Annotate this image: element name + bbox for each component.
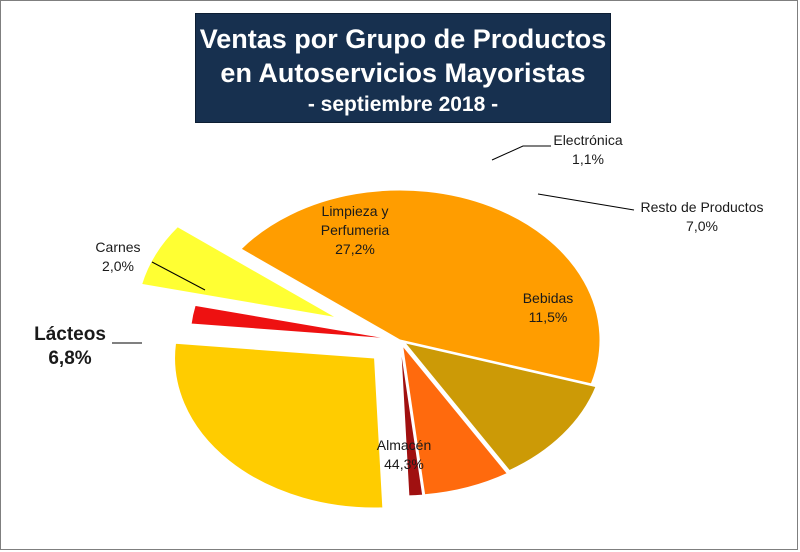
pie-slice-resto-de-productos <box>401 343 509 496</box>
chart-title-line2: en Autoservicios Mayoristas <box>220 58 586 88</box>
leader-line <box>491 145 551 161</box>
pie-slice-carnes <box>190 304 391 340</box>
slice-label: Electrónica 1,1% <box>553 132 622 167</box>
slice-label: Resto de Productos 7,0% <box>641 199 764 234</box>
pie-slice-bebidas <box>403 341 597 472</box>
pie-slice-limpieza-y-perfumeria <box>174 342 384 509</box>
slice-label: Almacén 44,3% <box>377 437 431 472</box>
slice-label: Bebidas 11,5% <box>523 290 574 325</box>
title-box: Ventas por Grupo de Productos en Autoser… <box>195 13 611 123</box>
slice-label: Lácteos 6,8% <box>34 324 106 369</box>
pie-slice-almacen <box>240 189 601 385</box>
leader-line <box>537 193 635 211</box>
leader-line <box>151 261 206 291</box>
chart-subtitle: - septiembre 2018 - <box>307 93 499 116</box>
slice-label: Carnes 2,0% <box>95 239 140 274</box>
chart-title-line1: Ventas por Grupo de Productos <box>199 24 607 54</box>
pie-slice-lacteos <box>140 226 337 319</box>
slice-label: Limpieza y Perfumeria 27,2% <box>321 203 390 257</box>
pie-slice-electronica <box>400 345 424 497</box>
